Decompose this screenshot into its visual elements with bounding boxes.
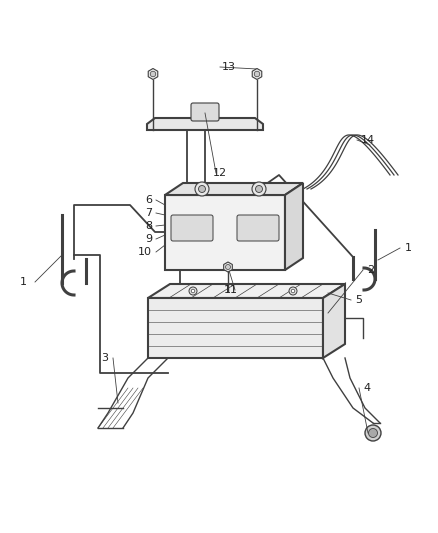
Polygon shape — [148, 298, 323, 358]
Text: 11: 11 — [224, 285, 238, 295]
Circle shape — [368, 429, 378, 438]
Circle shape — [254, 71, 260, 77]
Text: 5: 5 — [355, 295, 362, 305]
Circle shape — [226, 264, 230, 270]
Text: 9: 9 — [145, 234, 152, 244]
Circle shape — [198, 185, 205, 192]
Polygon shape — [148, 69, 158, 79]
Text: 10: 10 — [138, 247, 152, 257]
Polygon shape — [252, 69, 262, 79]
Circle shape — [365, 425, 381, 441]
Text: 1: 1 — [20, 277, 27, 287]
Polygon shape — [165, 183, 303, 195]
Circle shape — [289, 287, 297, 295]
Text: 7: 7 — [145, 208, 152, 218]
Polygon shape — [147, 118, 263, 130]
Text: 13: 13 — [222, 62, 236, 72]
Circle shape — [150, 71, 156, 77]
FancyBboxPatch shape — [171, 215, 213, 241]
Text: 3: 3 — [101, 353, 108, 363]
Text: 8: 8 — [145, 221, 152, 231]
Polygon shape — [224, 262, 232, 272]
Polygon shape — [165, 195, 285, 270]
Polygon shape — [323, 284, 345, 358]
Polygon shape — [148, 284, 345, 298]
Polygon shape — [285, 183, 303, 270]
Text: 1: 1 — [405, 243, 412, 253]
Circle shape — [195, 182, 209, 196]
Text: 14: 14 — [361, 135, 375, 145]
Text: 4: 4 — [363, 383, 370, 393]
Circle shape — [255, 185, 262, 192]
Circle shape — [191, 289, 195, 293]
Circle shape — [189, 287, 197, 295]
Text: 2: 2 — [367, 265, 374, 275]
Circle shape — [291, 289, 295, 293]
Text: 6: 6 — [145, 195, 152, 205]
Circle shape — [252, 182, 266, 196]
FancyBboxPatch shape — [237, 215, 279, 241]
FancyBboxPatch shape — [191, 103, 219, 121]
Text: 12: 12 — [213, 168, 227, 178]
